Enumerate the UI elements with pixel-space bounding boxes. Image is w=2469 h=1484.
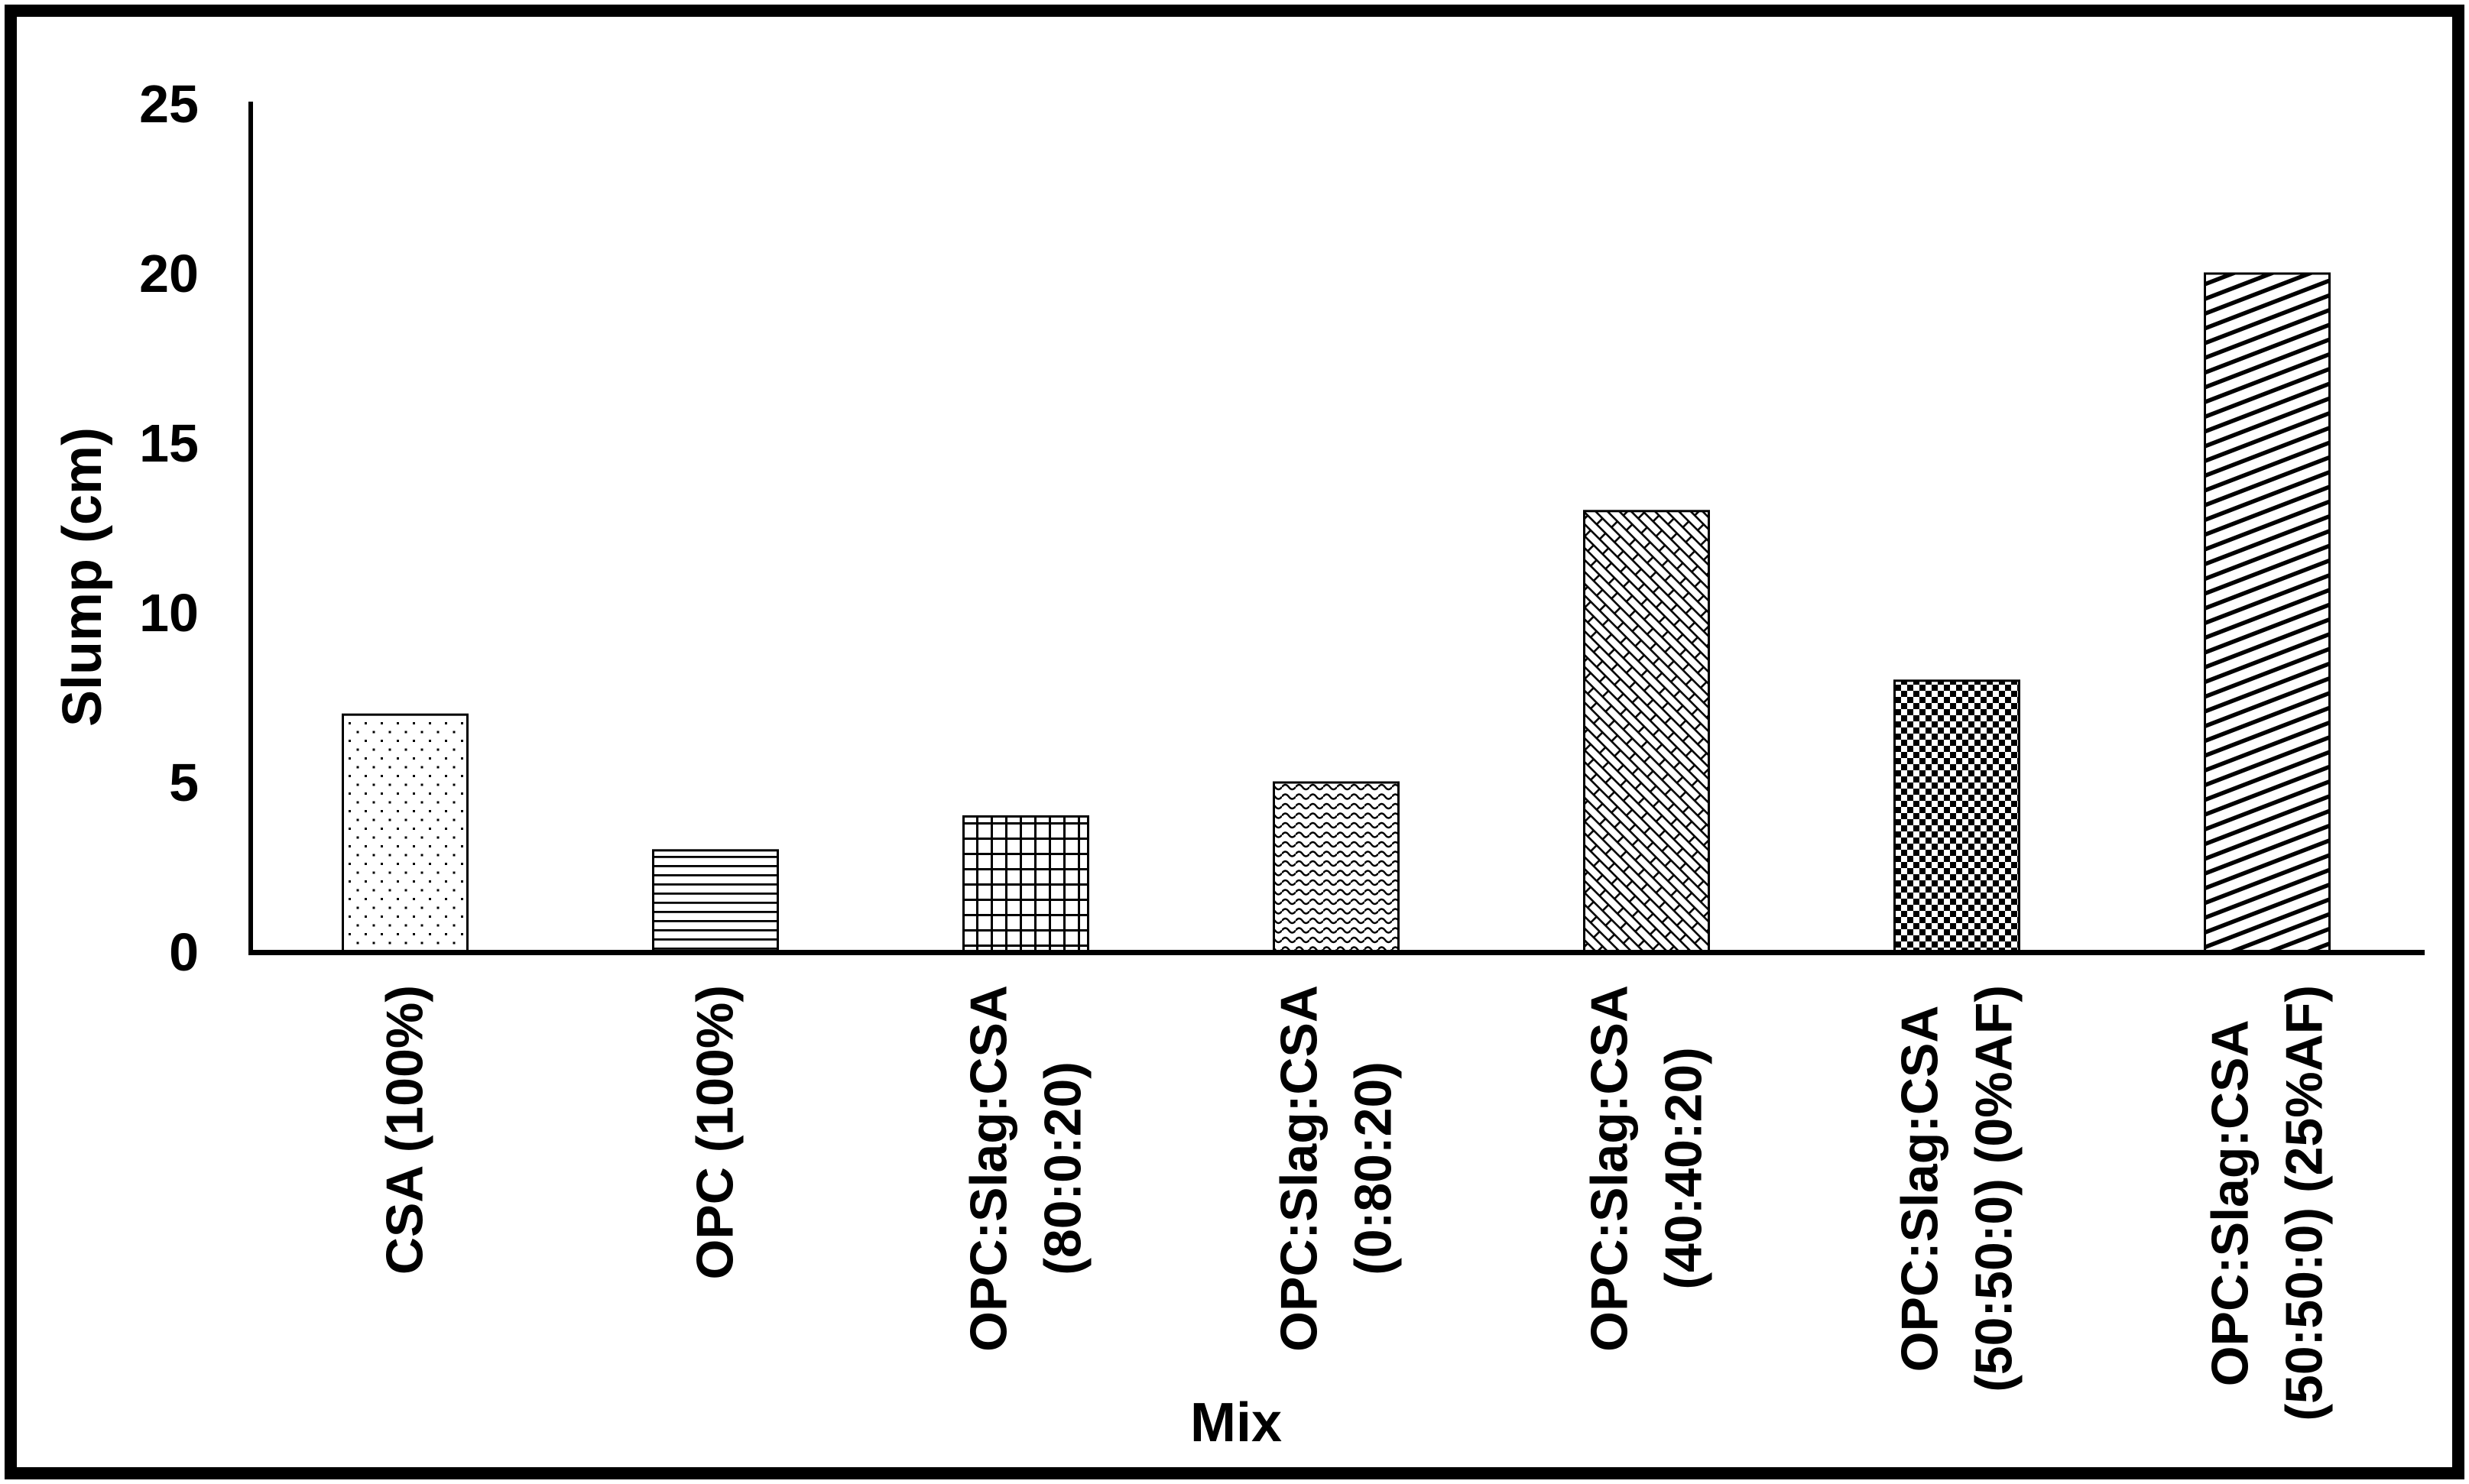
chart-border (5, 5, 2464, 1479)
y-tick-label-20: 20 (139, 244, 199, 303)
bar-6-checkerboard (1893, 679, 2020, 952)
x-category-label-4: OPC:Slag:CSA (0:80:20) (1270, 985, 1402, 1352)
plot-area (342, 272, 2331, 952)
y-axis-line (248, 102, 253, 955)
bar-3-grid (962, 815, 1089, 952)
x-category-label-3: OPC:Slag:CSA (80:0:20) (959, 985, 1092, 1352)
bar-4-wave (1273, 781, 1400, 952)
bar-1-dots (342, 713, 469, 952)
x-axis-line (248, 950, 2425, 955)
bar-2-horizontal-lines (652, 849, 779, 952)
x-category-label-2: OPC (100%) (686, 985, 745, 1280)
bar-series (342, 272, 2331, 952)
x-category-label-6: OPC:Slag:CSA (50:50:0) (0%AF) (1890, 985, 2023, 1392)
x-category-label-5: OPC:Slag:CSA (40:40:20) (1580, 985, 1712, 1352)
x-category-label-1: CSA (100%) (375, 985, 434, 1275)
y-tick-label-0: 0 (169, 922, 199, 982)
x-category-label-7: OPC:Slag:CSA (50:50:0) (25%AF) (2201, 985, 2333, 1421)
bar-5-diagonal-brick (1583, 510, 1710, 952)
y-tick-label-10: 10 (139, 583, 199, 643)
y-tick-label-5: 5 (169, 753, 199, 812)
x-axis-title: Mix (1189, 1392, 1283, 1453)
bar-7-diagonal-stripes (2204, 272, 2331, 952)
y-tick-label-25: 25 (139, 74, 199, 134)
y-tick-label-15: 15 (139, 413, 199, 473)
